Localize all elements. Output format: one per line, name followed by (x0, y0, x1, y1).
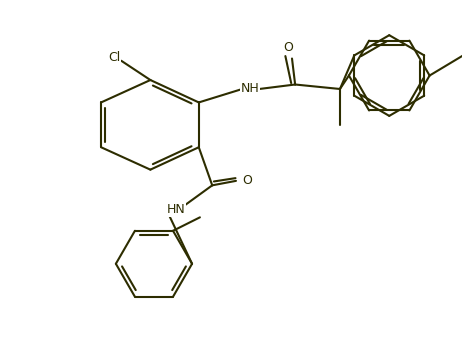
Text: Cl: Cl (108, 51, 121, 64)
Text: O: O (283, 41, 294, 54)
Text: NH: NH (241, 82, 260, 95)
Text: O: O (242, 174, 252, 187)
Text: HN: HN (167, 203, 186, 216)
